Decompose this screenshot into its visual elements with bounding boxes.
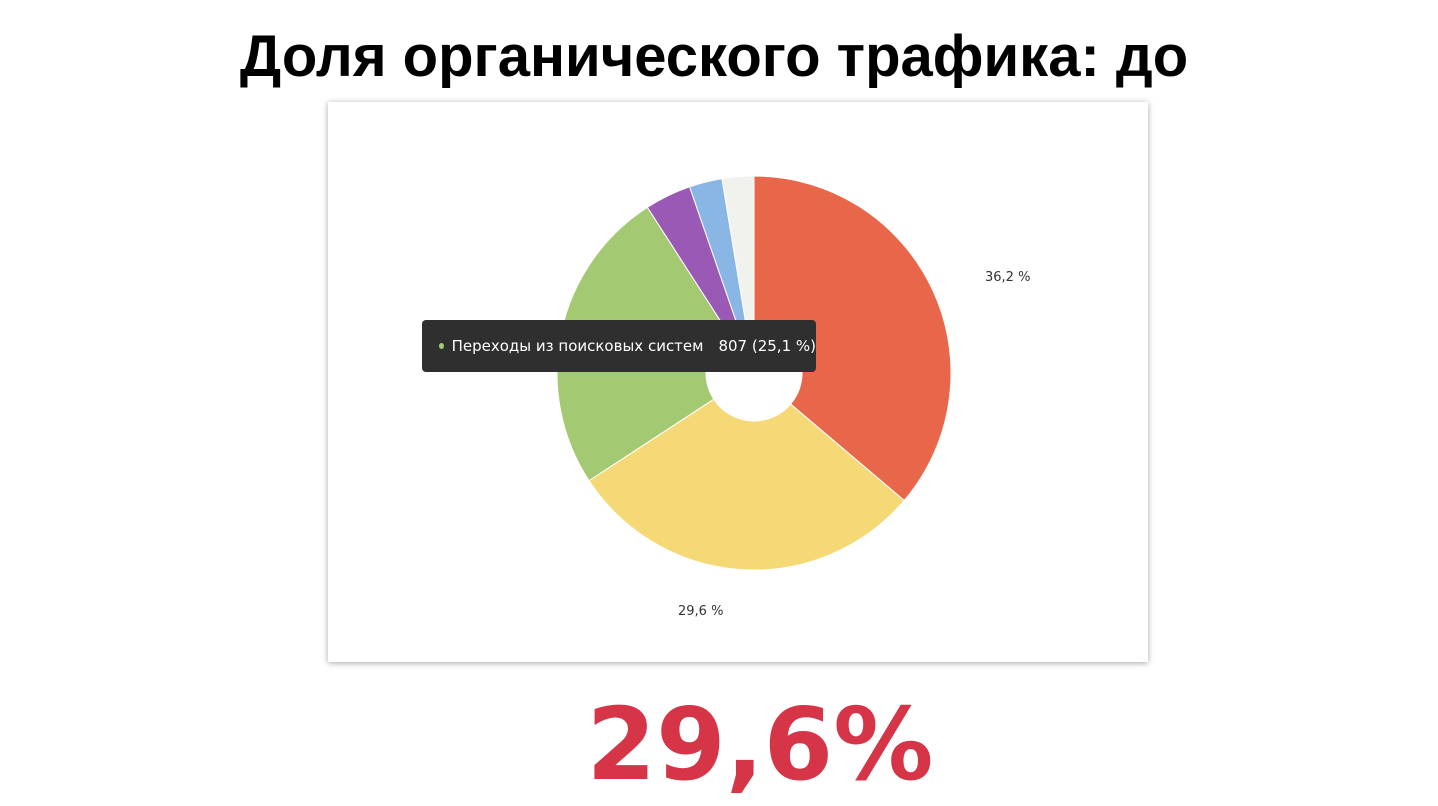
slide-title: Доля органического трафика: до bbox=[239, 24, 1189, 89]
donut-chart bbox=[556, 175, 952, 571]
chart-tooltip: Переходы из поисковых систем 807 (25,1 %… bbox=[422, 320, 816, 372]
tooltip-value: 807 (25,1 %) bbox=[718, 337, 816, 355]
slices-group bbox=[556, 175, 952, 571]
tooltip-label: Переходы из поисковых систем bbox=[451, 337, 704, 355]
slice-label-29-6: 29,6 % bbox=[678, 604, 724, 619]
highlight-value: 29,6% bbox=[586, 686, 934, 803]
slice-label-36-2: 36,2 % bbox=[985, 270, 1031, 285]
pie-slice-1[interactable] bbox=[588, 398, 905, 571]
chart-card: 36,2 % 29,6 % Переходы из поисковых сист… bbox=[328, 102, 1148, 662]
tooltip-series-dot bbox=[439, 343, 444, 349]
